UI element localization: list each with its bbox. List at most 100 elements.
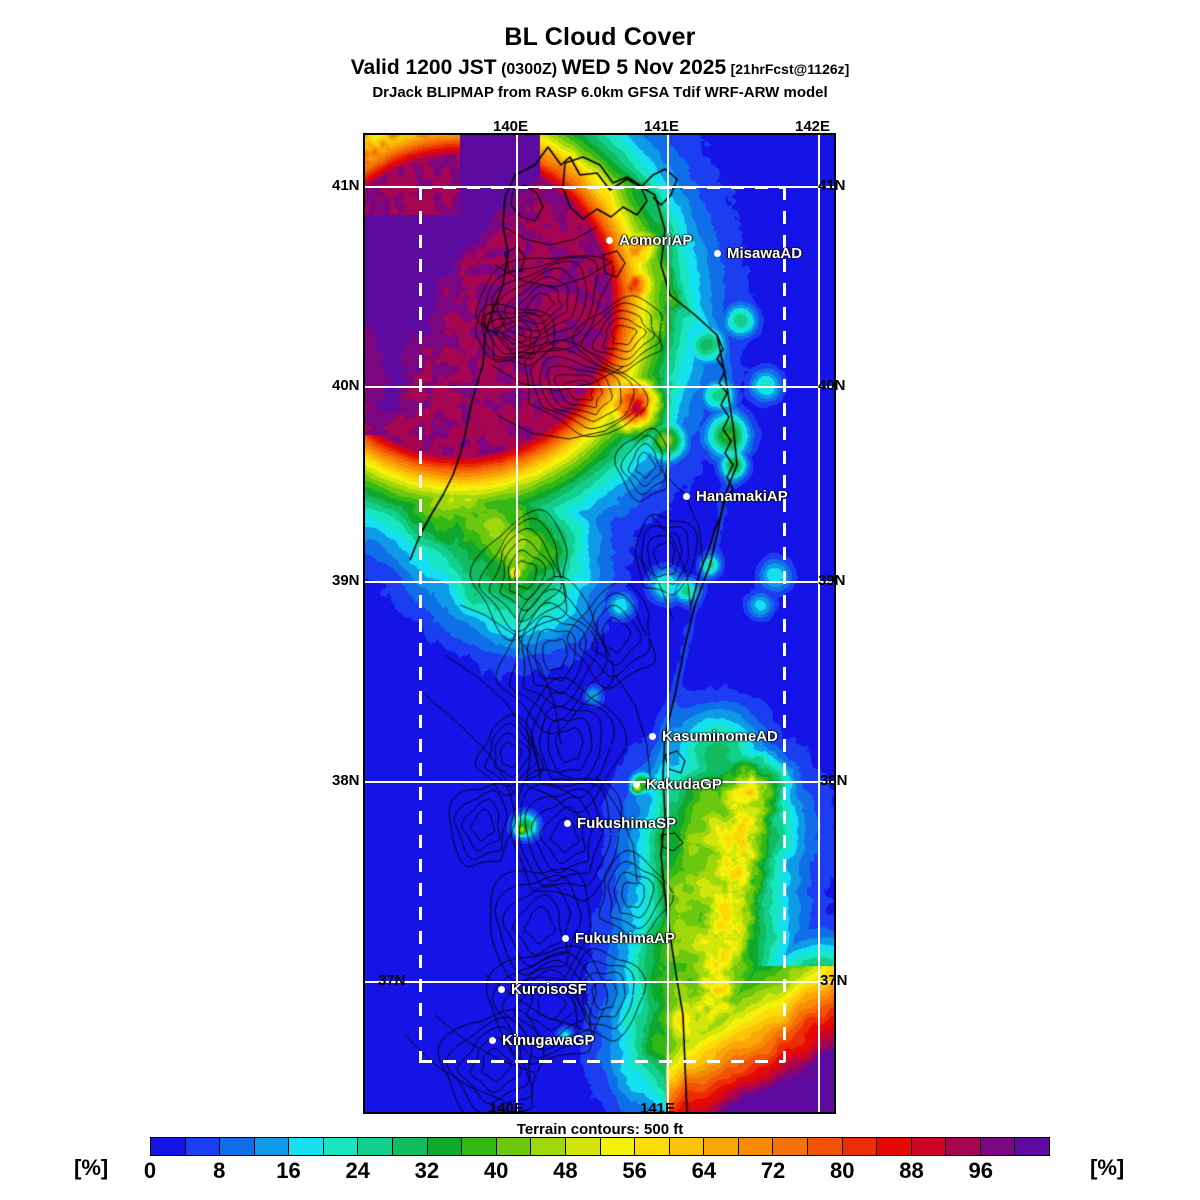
colorbar-cell-12 <box>254 1138 290 1155</box>
colorbar-tick-64: 64 <box>691 1158 717 1183</box>
valid-time-utc: (0300Z) <box>501 61 558 79</box>
valid-date: WED 5 Nov 2025 <box>561 56 727 80</box>
colorbar-cell-60 <box>669 1138 705 1155</box>
station-dot-icon <box>683 493 690 500</box>
domain-box-top <box>419 186 785 189</box>
station-label: FukushimaAP <box>575 930 676 947</box>
station-hanamakiap[interactable]: HanamakiAP <box>683 488 788 505</box>
gridline-lat-39 <box>365 581 834 583</box>
axis-label-lon-top-141: 141E <box>644 118 680 135</box>
colorbar-tick-72: 72 <box>760 1158 786 1183</box>
axis-label-lat-left-39: 39N <box>332 572 360 589</box>
colorbar-cell-72 <box>773 1138 808 1155</box>
colorbar-units-left: [%] <box>74 1155 109 1180</box>
axis-label-lat-right-40: 40N <box>818 377 846 394</box>
map-clip <box>365 135 834 1112</box>
colorbar-cell-36 <box>462 1138 497 1155</box>
axis-label-lon-bot-141: 141E <box>640 1100 676 1117</box>
colorbar-cell-80 <box>842 1138 878 1155</box>
forecast-tag: [21hrFcst@1126z] <box>730 61 850 78</box>
colorbar-tick-80: 80 <box>830 1158 855 1183</box>
gridline-lat-38 <box>365 781 834 783</box>
terrain-contour-note: Terrain contours: 500 ft <box>516 1121 684 1138</box>
station-kuroisosf[interactable]: KuroisoSF <box>498 981 587 998</box>
colorbar-cell-28 <box>393 1138 428 1155</box>
axis-label-lat-left-41: 41N <box>332 177 360 194</box>
colorbar-tick-32: 32 <box>414 1158 440 1183</box>
title-block: BL Cloud Cover Valid 1200 JST (0300Z) WE… <box>0 23 1200 102</box>
cloud-cover-raster <box>365 135 834 1112</box>
forecast-map[interactable] <box>363 133 836 1114</box>
colorbar[interactable] <box>150 1137 1050 1156</box>
station-label: HanamakiAP <box>696 488 788 505</box>
axis-label-lon-top-142: 142E <box>795 118 831 135</box>
colorbar-cell-68 <box>738 1138 774 1155</box>
valid-time-prefix: Valid 1200 JST <box>350 56 497 80</box>
station-kinugawagp[interactable]: KinugawaGP <box>489 1032 595 1049</box>
colorbar-cell-84 <box>877 1138 912 1155</box>
station-label: FukushimaSP <box>577 815 677 832</box>
colorbar-cell-96 <box>980 1138 1016 1155</box>
colorbar-cell-92 <box>946 1138 981 1155</box>
colorbar-cell-0 <box>151 1138 186 1155</box>
station-misawaad[interactable]: MisawaAD <box>714 245 802 262</box>
colorbar-tick-0: 0 <box>143 1158 157 1183</box>
station-label: AomoriAP <box>619 232 693 249</box>
axis-label-lat-right-41: 41N <box>818 177 846 194</box>
axis-label-lat-right-37: 37N <box>820 972 848 989</box>
gridline-lat-37 <box>365 981 834 983</box>
station-dot-icon <box>564 820 571 827</box>
station-aomoriap[interactable]: AomoriAP <box>606 232 692 249</box>
domain-box-left <box>419 187 422 1062</box>
colorbar-tick-24: 24 <box>345 1158 370 1183</box>
station-dot-icon <box>489 1037 496 1044</box>
station-fukushimaap[interactable]: FukushimaAP <box>562 930 675 947</box>
domain-box-right <box>783 187 786 1062</box>
station-label: KuroisoSF <box>511 981 587 998</box>
colorbar-cell-24 <box>358 1138 394 1155</box>
colorbar-cell-100 <box>1015 1138 1050 1155</box>
station-dot-icon <box>606 237 613 244</box>
colorbar-cell-4 <box>185 1138 221 1155</box>
colorbar-cell-44 <box>531 1138 566 1155</box>
axis-label-lat-right-39: 39N <box>818 572 846 589</box>
station-label: KasuminomeAD <box>662 728 778 745</box>
model-description: DrJack BLIPMAP from RASP 6.0km GFSA Tdif… <box>372 84 828 102</box>
colorbar-tick-96: 96 <box>968 1158 994 1183</box>
gridline-lat-40 <box>365 386 834 388</box>
axis-label-lat-left-37: 37N <box>378 972 406 989</box>
domain-box-bottom <box>419 1060 785 1063</box>
gridline-lon-142 <box>818 135 820 1112</box>
gridline-lon-141 <box>667 135 669 1112</box>
colorbar-cell-20 <box>323 1138 359 1155</box>
colorbar-cell-56 <box>635 1138 670 1155</box>
colorbar-tick-48: 48 <box>553 1158 578 1183</box>
colorbar-cell-64 <box>704 1138 739 1155</box>
station-fukushimasp[interactable]: FukushimaSP <box>564 815 676 832</box>
station-dot-icon <box>562 935 569 942</box>
station-dot-icon <box>649 733 656 740</box>
axis-label-lat-right-38: 38N <box>820 772 848 789</box>
axis-label-lon-top-140: 140E <box>493 118 529 135</box>
colorbar-cell-48 <box>565 1138 601 1155</box>
colorbar-tick-56: 56 <box>622 1158 647 1183</box>
colorbar-cell-40 <box>496 1138 532 1155</box>
axis-label-lat-left-38: 38N <box>332 772 360 789</box>
page-title: BL Cloud Cover <box>504 23 696 51</box>
station-dot-icon <box>498 986 505 993</box>
station-label: KakudaGP <box>646 776 722 793</box>
station-label: MisawaAD <box>727 245 803 262</box>
colorbar-cell-88 <box>911 1138 947 1155</box>
colorbar-ticks: 0 8 16 24 32 40 48 56 64 72 80 88 96 <box>144 1158 1050 1188</box>
station-kakudagp[interactable]: KakudaGP <box>633 776 722 793</box>
colorbar-cell-8 <box>220 1138 255 1155</box>
colorbar-cell-32 <box>427 1138 463 1155</box>
valid-time-line: Valid 1200 JST (0300Z) WED 5 Nov 2025 [2… <box>0 57 1200 79</box>
station-kasuminomead[interactable]: KasuminomeAD <box>649 728 778 745</box>
colorbar-units-right: [%] <box>1090 1155 1125 1180</box>
colorbar-tick-88: 88 <box>899 1158 924 1183</box>
colorbar-tick-8: 8 <box>213 1158 226 1183</box>
station-dot-icon <box>633 781 640 788</box>
colorbar-tick-40: 40 <box>483 1158 509 1183</box>
colorbar-cell-16 <box>289 1138 324 1155</box>
